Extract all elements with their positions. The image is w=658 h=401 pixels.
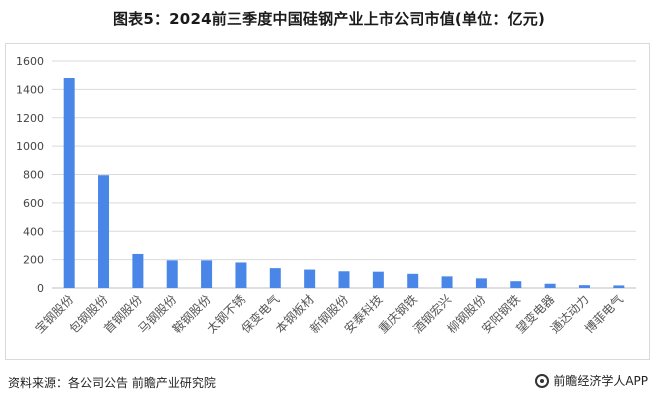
y-tick-label: 800 [23,169,44,182]
y-tick-label: 0 [37,282,44,295]
bar [613,285,625,288]
y-tick-label: 1000 [16,140,44,153]
gridlines [52,60,636,289]
bar [201,260,213,288]
chart-frame [5,43,650,360]
source-note: 资料来源：各公司公告 前瞻产业研究院 [8,376,216,390]
bar [304,269,316,288]
bar [63,78,75,289]
bar [269,268,281,288]
bar [235,262,247,288]
bar [441,276,453,288]
y-tick-label: 200 [23,254,44,267]
bar [132,253,144,288]
bars [63,78,625,289]
qianzhan-logo-icon [535,373,550,388]
y-axis-ticks: 0 200 400 600 800 1000 1200 1400 1600 [16,55,44,295]
x-axis-labels: 宝钢股份包钢股份首钢股份马钢股份鞍钢股份太钢不锈保变电气本钢板材新钢股份安泰科技… [32,292,625,337]
y-tick-label: 1600 [16,55,44,68]
bar [544,283,556,288]
brand-credit: 前瞻经济学人APP [535,372,648,389]
chart-title: 图表5：2024前三季度中国硅钢产业上市公司市值(单位：亿元) [112,10,546,28]
x-category-label: 博菲电气 [581,292,626,337]
bar [510,281,522,288]
y-tick-label: 1400 [16,83,44,96]
bar [372,271,384,288]
bar [407,273,419,288]
bar [166,260,178,288]
y-tick-label: 600 [23,197,44,210]
brand-name: 前瞻经济学人APP [553,374,648,388]
y-tick-label: 400 [23,225,44,238]
bar [578,285,590,288]
bar-chart: 0 200 400 600 800 1000 1200 1400 1600 宝钢股份包钢股份首钢… [16,55,636,337]
y-tick-label: 1200 [16,112,44,125]
bar [475,278,487,288]
bar [338,271,350,288]
bar [98,175,110,288]
